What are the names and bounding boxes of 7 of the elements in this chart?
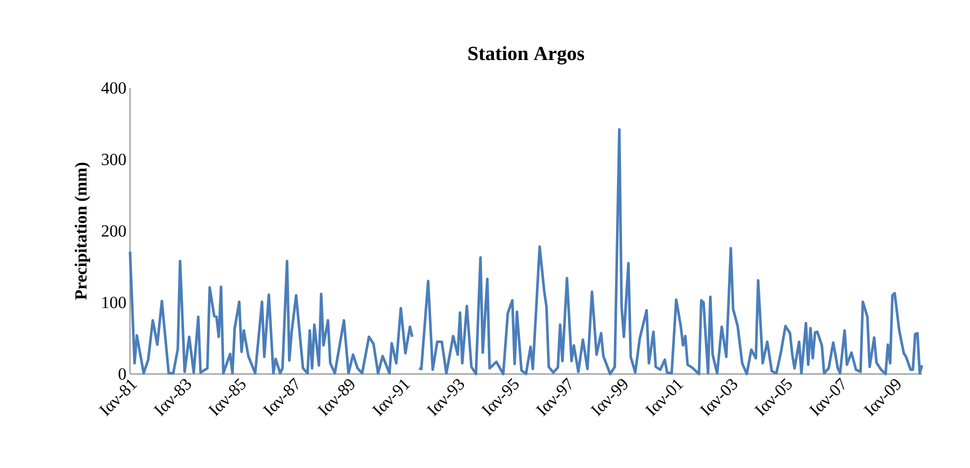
y-tick-label: 400 — [101, 82, 126, 94]
chart-title: Station Argos — [468, 46, 584, 64]
y-tick-label: 100 — [102, 296, 126, 308]
y-tick-label: 0 — [118, 368, 126, 380]
y-tick-label: 200 — [102, 225, 126, 237]
y-axis-title: Precipitation (mm) — [74, 162, 90, 300]
y-tick-label: 300 — [102, 154, 126, 166]
